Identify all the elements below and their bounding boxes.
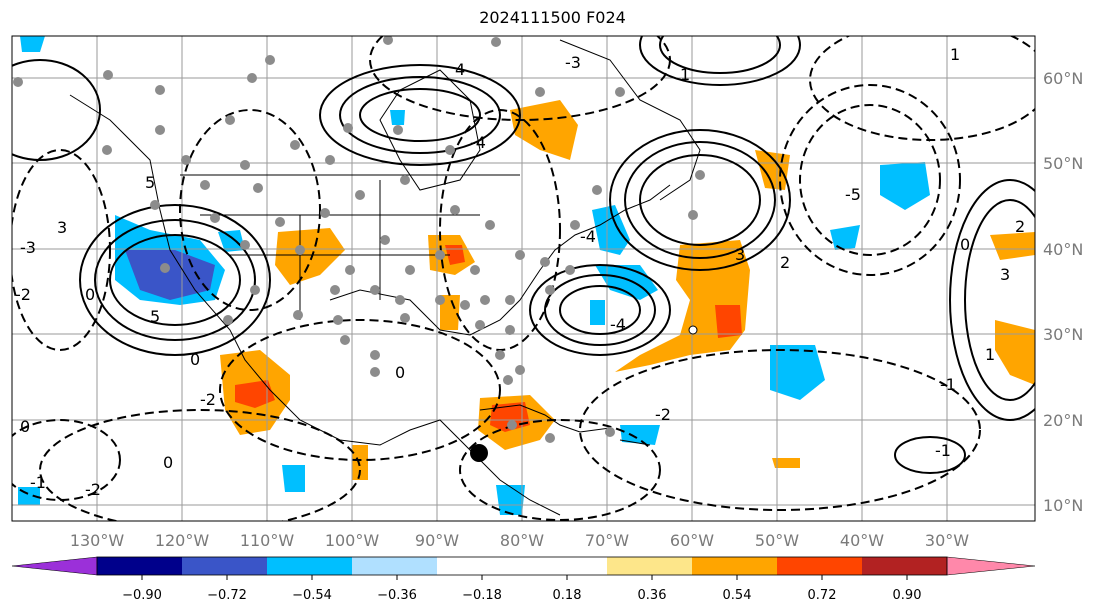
colorbar-tick-label: 0.54 — [723, 588, 752, 603]
lon-label: 110°W — [240, 531, 295, 550]
colorbar-tick-label: 0.90 — [893, 588, 922, 603]
lon-label: 70°W — [585, 531, 629, 550]
contour-label: 4 — [455, 60, 465, 79]
contour-label: -2 — [85, 480, 101, 499]
colorbar-segment — [437, 557, 522, 575]
lat-label: 40°N — [1043, 240, 1083, 259]
contour-label: -5 — [845, 185, 861, 204]
lon-label: 130°W — [70, 531, 125, 550]
colorbar: −0.90 −0.72 −0.54 −0.36 −0.18 0.18 0.36 … — [11, 556, 1036, 603]
colorbar-segment — [777, 557, 862, 575]
plot-title: 2024111500 F024 — [479, 8, 626, 27]
lat-label: 30°N — [1043, 325, 1083, 344]
contour-label: -1 — [30, 473, 46, 492]
colorbar-tick-label: −0.54 — [292, 588, 332, 603]
contour-label: 2 — [780, 253, 790, 272]
contour-label: -2 — [655, 405, 671, 424]
colorbar-tick-label: 0.72 — [808, 588, 837, 603]
lon-label: 80°W — [500, 531, 544, 550]
colorbar-extend-max — [946, 556, 1036, 576]
contour-label: -2 — [15, 285, 31, 304]
colorbar-segment — [182, 557, 267, 575]
latitude-labels: 60°N 50°N 40°N 30°N 20°N 10°N — [1043, 69, 1083, 515]
contour-label: 3 — [1000, 265, 1010, 284]
longitude-labels: 130°W 120°W 110°W 100°W 90°W 80°W 70°W 6… — [70, 531, 969, 550]
contour-label: 2 — [1015, 217, 1025, 236]
contour-label: 1 — [985, 345, 995, 364]
contour-labels: 3 4 5 5 0 -4 -4 -3 3 -2 -2 -1 -1 0 -2 -5… — [15, 45, 1025, 499]
contour-label: 1 — [950, 45, 960, 64]
lat-label: 20°N — [1043, 411, 1083, 430]
colorbar-segment — [522, 557, 607, 575]
contour-label: -1 — [935, 441, 951, 460]
shaded-anomalies — [18, 36, 1035, 515]
contour-label: 0 — [395, 363, 405, 382]
contour-label: 0 — [163, 453, 173, 472]
lon-label: 100°W — [325, 531, 380, 550]
map-frame — [11, 35, 1036, 522]
lon-label: 50°W — [755, 531, 799, 550]
contour-label: -4 — [580, 227, 596, 246]
colorbar-segment — [352, 557, 437, 575]
colorbar-segment — [607, 557, 692, 575]
colorbar-tick-label: −0.90 — [122, 588, 162, 603]
contour-label: -3 — [20, 238, 36, 257]
colorbar-tick-label: −0.36 — [377, 588, 417, 603]
colorbar-segment — [267, 557, 352, 575]
solid-contours — [12, 36, 1035, 474]
contour-label: -1 — [940, 375, 956, 394]
contour-label: -3 — [565, 53, 581, 72]
white-dot-marker — [688, 325, 698, 335]
station-markers — [13, 36, 705, 443]
contour-label: -4 — [470, 133, 486, 152]
black-dot-marker — [470, 444, 488, 462]
contour-label: 5 — [145, 173, 155, 192]
contour-label: -4 — [610, 315, 626, 334]
colorbar-extend-min — [11, 556, 98, 576]
contour-label: 0 — [85, 285, 95, 304]
contour-label: 5 — [150, 307, 160, 326]
colorbar-segment — [97, 557, 182, 575]
lon-label: 90°W — [415, 531, 459, 550]
lat-label: 10°N — [1043, 496, 1083, 515]
lat-label: 60°N — [1043, 69, 1083, 88]
lat-label: 50°N — [1043, 154, 1083, 173]
dashed-contours — [12, 36, 1035, 521]
lon-label: 120°W — [155, 531, 210, 550]
contour-label: 0 — [190, 350, 200, 369]
contour-label: 1 — [680, 65, 690, 84]
lon-label: 30°W — [925, 531, 969, 550]
contour-label: 3 — [57, 218, 67, 237]
colorbar-segment — [862, 557, 947, 575]
colorbar-tick-label: 0.18 — [553, 588, 582, 603]
contour-label: 0 — [960, 235, 970, 254]
colorbar-tick-label: −0.72 — [207, 588, 247, 603]
colorbar-tick-label: −0.18 — [462, 588, 502, 603]
colorbar-segment — [692, 557, 777, 575]
lon-label: 40°W — [840, 531, 884, 550]
contour-label: 3 — [735, 245, 745, 264]
colorbar-tick-label: 0.36 — [638, 588, 667, 603]
contour-label: 0 — [20, 417, 30, 436]
lon-label: 60°W — [670, 531, 714, 550]
contour-label: -2 — [200, 390, 216, 409]
